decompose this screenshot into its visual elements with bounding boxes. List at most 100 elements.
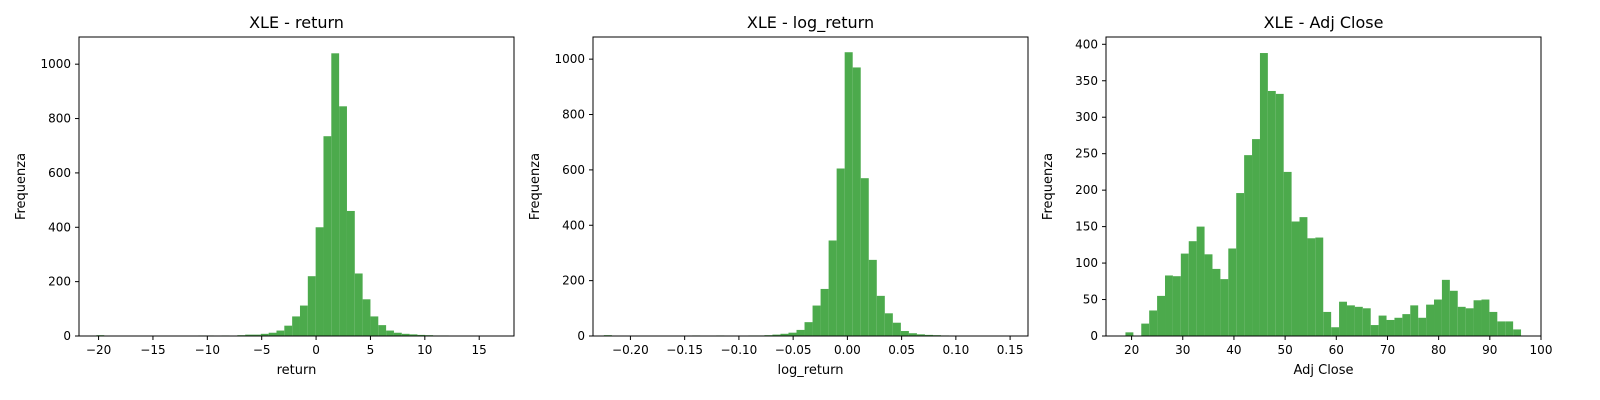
histogram-bar [1434, 299, 1442, 336]
y-axis-label: Frequenza [528, 153, 543, 220]
histogram-bar [852, 67, 861, 336]
histogram-bar [346, 210, 355, 336]
x-tick-label: 80 [1431, 343, 1446, 357]
x-tick-label: −20 [86, 343, 111, 357]
histogram-bar [1220, 279, 1229, 336]
histogram-bar [1315, 237, 1324, 336]
histogram-bar [1252, 139, 1260, 336]
histogram-bar [1457, 306, 1466, 336]
y-tick-label: 50 [1083, 293, 1098, 307]
histogram-bar [1157, 295, 1165, 336]
x-tick-label: −0.15 [666, 343, 703, 357]
x-axis-label: log_return [777, 363, 843, 378]
bars [1125, 53, 1522, 336]
histogram-bar [924, 334, 933, 336]
y-tick-label: 800 [48, 112, 71, 126]
histogram-bar [386, 330, 394, 336]
y-tick-label: 0 [577, 329, 585, 343]
y-tick-label: 300 [1075, 110, 1098, 124]
histogram-bar [253, 334, 261, 336]
histogram-bar [828, 240, 837, 336]
histogram-bar [339, 106, 347, 336]
histogram-bar [1339, 301, 1347, 336]
histogram-bar [1307, 238, 1316, 336]
histogram-bar [1125, 332, 1134, 336]
axes-frame [592, 36, 1029, 337]
histogram-bar [370, 316, 379, 336]
y-tick-label: 1000 [40, 57, 71, 71]
histogram-bar [1378, 315, 1387, 336]
histogram-bar [362, 299, 371, 336]
histogram-bar [1386, 319, 1395, 336]
histogram-bar [1149, 310, 1158, 336]
histogram-bar [1402, 314, 1411, 336]
histogram-bar [1331, 327, 1340, 336]
histogram-bar [1362, 308, 1371, 336]
histogram-bar [1370, 325, 1379, 336]
histogram-bar [1180, 253, 1189, 336]
histogram-bar [1212, 268, 1221, 336]
histogram-bar [315, 227, 324, 336]
histogram-bar [284, 325, 293, 336]
histogram-bar [1299, 217, 1308, 336]
y-axis-label: Frequenza [1041, 153, 1056, 220]
x-tick-label: 30 [1175, 343, 1190, 357]
histogram-bar [884, 313, 893, 336]
histogram-bar [1283, 171, 1292, 336]
histogram-bar [331, 53, 340, 337]
histogram-bar [836, 168, 845, 336]
histogram-bar [276, 330, 285, 336]
histogram-bar [1244, 155, 1253, 336]
histogram-bar [780, 333, 789, 336]
y-tick-label: 100 [1075, 256, 1098, 270]
bars [96, 53, 496, 337]
x-tick-label: 15 [472, 343, 487, 357]
histogram-bar [1275, 93, 1284, 336]
axes-frame [1105, 36, 1542, 337]
x-tick-label: 0.05 [888, 343, 915, 357]
y-tick-label: 400 [1075, 37, 1098, 51]
x-tick-label: 90 [1482, 343, 1497, 357]
y-tick-label: 600 [48, 166, 71, 180]
histogram-bar [354, 273, 363, 336]
y-tick-label: 400 [48, 220, 71, 234]
x-tick-label: −0.10 [721, 343, 758, 357]
x-tick-label: 40 [1226, 343, 1241, 357]
y-tick-label: 150 [1075, 220, 1098, 234]
x-tick-label: −5 [253, 343, 271, 357]
histogram-bar [868, 259, 877, 336]
y-tick-label: 200 [562, 274, 585, 288]
histogram-bar [812, 305, 821, 336]
histogram-bar [1267, 90, 1276, 336]
y-tick-label: 200 [48, 275, 71, 289]
histogram-bar [1441, 279, 1450, 336]
x-tick-label: 0.00 [834, 343, 861, 357]
histogram-bar [1172, 276, 1181, 336]
histogram-bar [1410, 305, 1419, 336]
y-axis-label: Frequenza [14, 153, 29, 220]
histogram-bar [788, 332, 797, 336]
histogram-bar [1394, 317, 1403, 336]
x-tick-label: 50 [1277, 343, 1292, 357]
histogram-bar [1346, 305, 1355, 336]
x-tick-label: 10 [417, 343, 432, 357]
x-tick-label: −0.05 [775, 343, 812, 357]
y-tick-label: 1000 [554, 52, 585, 66]
histogram-bar [417, 334, 426, 336]
x-tick-label: 20 [1124, 343, 1139, 357]
y-tick-label: 800 [562, 108, 585, 122]
histogram-bar [820, 288, 829, 336]
histogram-bar [876, 295, 885, 336]
y-tick-label: 400 [562, 218, 585, 232]
x-tick-label: −0.20 [612, 343, 649, 357]
y-tick-label: 600 [562, 163, 585, 177]
y-tick-label: 200 [1075, 183, 1098, 197]
x-tick-label: 60 [1329, 343, 1344, 357]
histogram-bar [1196, 226, 1205, 336]
histogram-bar [1141, 323, 1150, 336]
histogram-bar [1489, 311, 1498, 336]
histogram-bar [299, 305, 308, 336]
histogram-bar [860, 178, 869, 336]
x-axis-label: Adj Close [1293, 363, 1353, 378]
